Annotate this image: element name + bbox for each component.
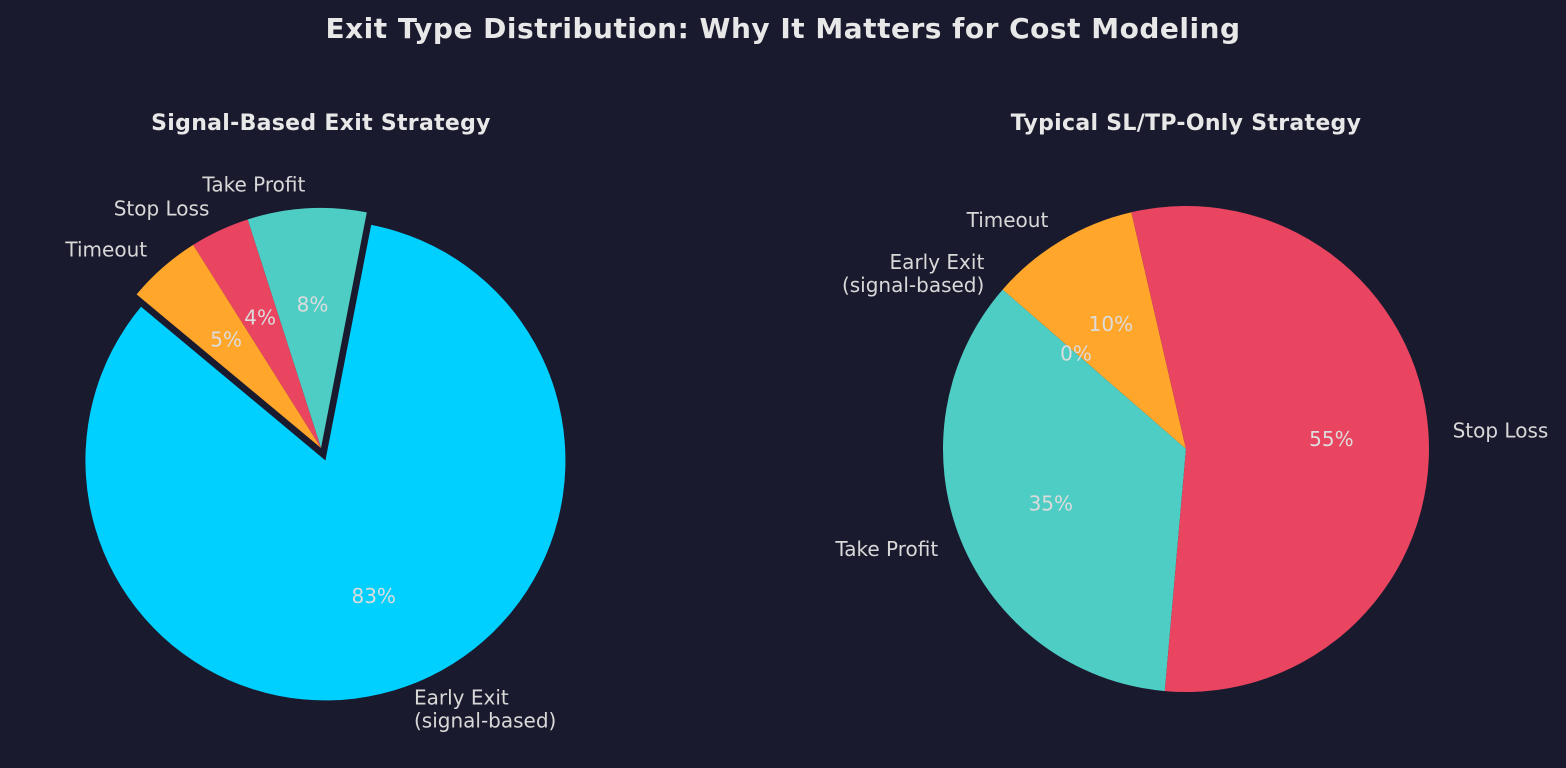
pie-left-pct-timeout: 5% [210,328,242,352]
pie-left-label-take-profit: Take Profit [201,173,305,197]
pie-left-pct-early-exit: 83% [351,584,395,608]
pie-left-slice-early-exit [85,224,566,701]
pie-right-pct-early-exit: 0% [1060,341,1092,365]
pie-left-pct-stop-loss: 4% [244,306,276,330]
pie-right-label-stop-loss: Stop Loss [1453,418,1549,442]
right-pie-title: Typical SL/TP-Only Strategy [1010,111,1362,136]
pie-left-label-early-exit: Early Exit (signal-based) [414,686,556,733]
pie-right-label-timeout: Timeout [966,208,1049,232]
pie-right-pct-take-profit: 35% [1029,492,1073,516]
pie-left-slice-stop-loss [193,219,321,448]
pie-left-label-timeout: Timeout [64,237,147,261]
pie-left-pct-take-profit: 8% [297,292,329,316]
pie-right-slice-take-profit [943,289,1186,692]
main-title: Exit Type Distribution: Why It Matters f… [325,12,1241,45]
pie-right-label-early-exit: Early Exit (signal-based) [842,250,985,297]
pie-right-pct-timeout: 10% [1089,312,1133,336]
pie-left-label-stop-loss: Stop Loss [114,197,210,221]
pie-left-slice-take-profit [247,208,367,448]
pie-right-slice-stop-loss [1131,206,1429,693]
pie-right-slice-timeout [1002,212,1186,449]
pie-left-slice-timeout [136,244,321,448]
pie-right-label-take-profit: Take Profit [834,537,938,561]
pie-right-pct-stop-loss: 55% [1309,427,1353,451]
left-pie-title: Signal-Based Exit Strategy [151,111,491,136]
